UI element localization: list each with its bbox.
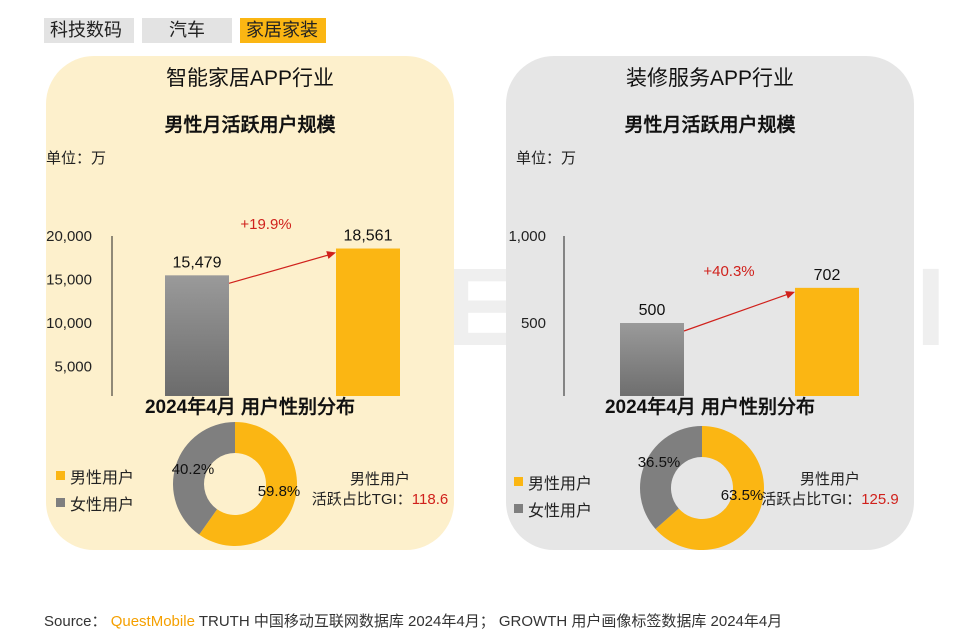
male-percent-label: 59.8%	[258, 483, 301, 500]
bar-value-label: 18,561	[344, 228, 393, 245]
female-percent-label: 36.5%	[638, 454, 681, 471]
category-tabs: 科技数码 汽车 家居家装	[44, 18, 326, 43]
gender-donut-chart: 63.5% 36.5%	[638, 426, 764, 550]
donut-slice-male	[655, 426, 764, 550]
renovation-service-panel: 装修服务APP行业 男性月活跃用户规模 单位：万 1,0005000500202…	[506, 56, 914, 550]
legend-item-female: 女性用户	[56, 489, 134, 516]
y-tick-label: 500	[521, 315, 546, 332]
y-tick-label: 20,000	[46, 228, 92, 245]
male-percent-label: 63.5%	[721, 487, 764, 504]
bar-2023-04	[620, 323, 684, 396]
legend-item-female: 女性用户	[514, 495, 592, 522]
y-tick-label: 5,000	[54, 359, 92, 376]
legend-item-male: 男性用户	[56, 462, 134, 489]
unit-label: 单位：万	[516, 150, 577, 167]
male-swatch	[56, 471, 65, 480]
tab-auto[interactable]: 汽车	[142, 18, 232, 43]
gender-chart-title: 2024年4月 用户性别分布	[144, 397, 356, 418]
gender-chart-title: 2024年4月 用户性别分布	[604, 397, 816, 418]
source-footnote: Source： QuestMobile TRUTH 中国移动互联网数据库 202…	[44, 613, 783, 630]
female-swatch	[514, 504, 523, 513]
female-percent-label: 40.2%	[172, 461, 215, 478]
donut-slice-female	[172, 422, 235, 535]
tab-tech-digital[interactable]: 科技数码	[44, 18, 134, 43]
tgi-annotation: 男性用户 活跃占比TGI：125.9	[761, 471, 899, 508]
y-tick-label: 1,000	[508, 228, 546, 245]
bar-chart: 1,00050005002023-047022024-04+40.3%	[508, 228, 859, 396]
tab-home-furnishing[interactable]: 家居家装	[240, 18, 326, 43]
unit-label: 单位：万	[46, 150, 107, 167]
gender-donut-chart: 59.8% 40.2%	[172, 422, 301, 546]
gender-legend: 男性用户 女性用户	[514, 468, 592, 522]
panel-title: 智能家居APP行业	[165, 67, 335, 90]
male-swatch	[514, 477, 523, 486]
bar-2023-04	[165, 275, 229, 396]
smart-home-panel: 智能家居APP行业 男性月活跃用户规模 单位：万 20,000 15,000 10,…	[46, 56, 454, 550]
growth-label: +40.3%	[703, 263, 754, 280]
growth-arrow	[228, 253, 331, 284]
bar-value-label: 500	[639, 302, 666, 319]
legend-item-male: 男性用户	[514, 468, 592, 495]
bar-value-label: 702	[814, 267, 841, 284]
growth-arrow-head	[785, 291, 795, 299]
bar-chart: 20,00015,00010,0005,000015,4792023-0418,…	[46, 216, 400, 396]
growth-arrow-head	[326, 251, 336, 259]
tgi-value: 118.6	[411, 491, 449, 508]
growth-label: +19.9%	[240, 216, 291, 233]
tgi-value: 125.9	[861, 491, 899, 508]
y-tick-label: 10,000	[46, 315, 92, 332]
bar-2024-04	[336, 248, 400, 396]
growth-arrow	[683, 293, 790, 332]
tgi-annotation: 男性用户 活跃占比TGI：118.6	[311, 471, 449, 508]
y-tick-label: 15,000	[46, 272, 92, 289]
bar-value-label: 15,479	[173, 254, 222, 271]
bar-2024-04	[795, 287, 859, 396]
donut-slice-male	[199, 422, 297, 546]
gender-legend: 男性用户 女性用户	[56, 462, 134, 516]
female-swatch	[56, 498, 65, 507]
bar-chart-title: 男性月活跃用户规模	[624, 115, 796, 136]
panel-title: 装修服务APP行业	[625, 67, 795, 90]
brand-name: QuestMobile	[110, 613, 195, 630]
donut-slice-female	[640, 426, 702, 530]
bar-chart-title: 男性月活跃用户规模	[164, 115, 336, 136]
